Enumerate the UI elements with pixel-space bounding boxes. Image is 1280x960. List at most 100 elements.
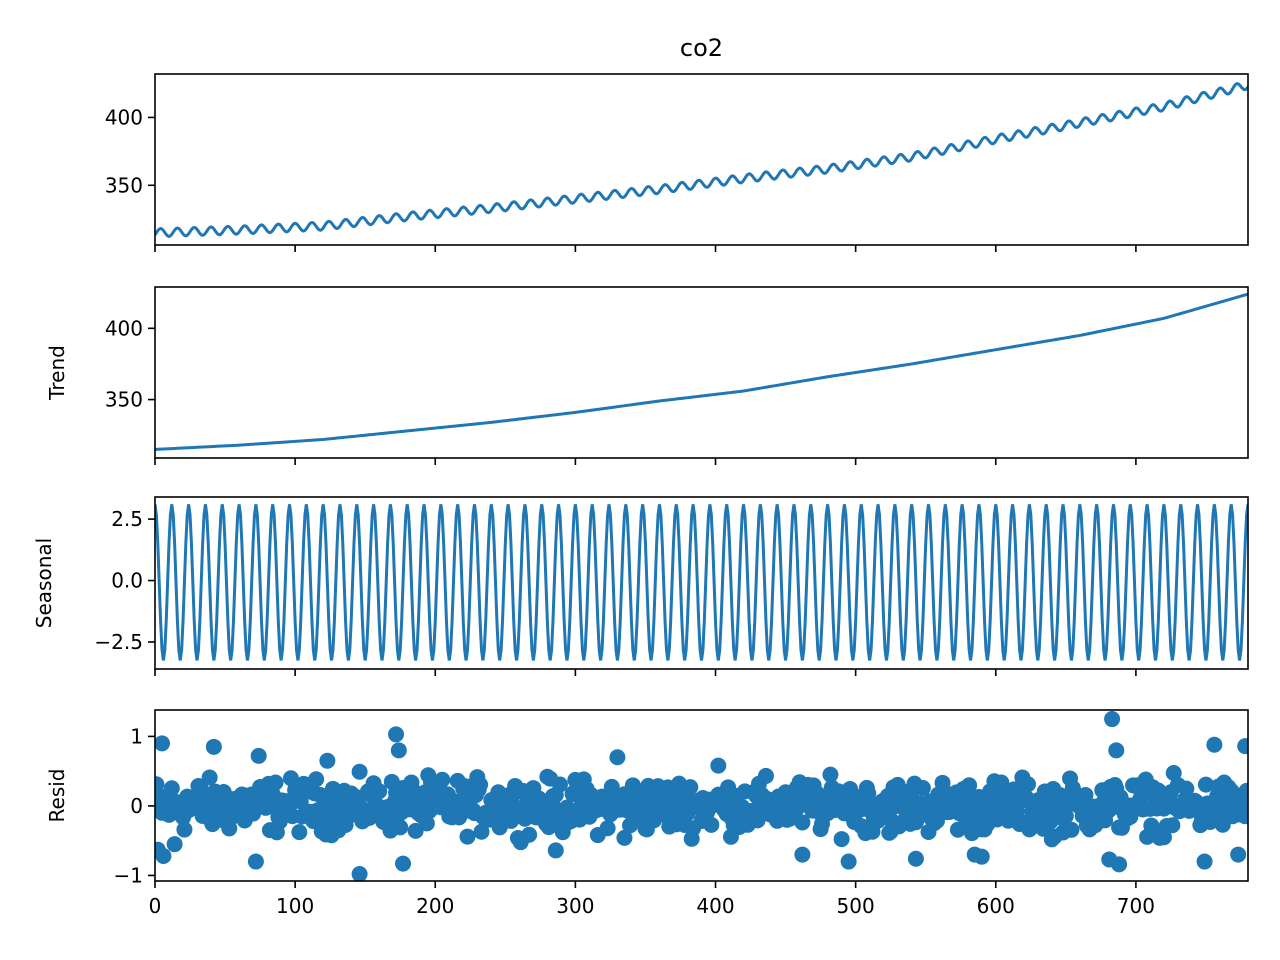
resid-point <box>163 780 180 797</box>
resid-point <box>418 815 435 832</box>
x-tick-label: 700 <box>1117 894 1155 918</box>
y-tick-label: −2.5 <box>94 630 143 654</box>
x-tick-label: 100 <box>276 894 314 918</box>
figure-title: co2 <box>680 34 723 62</box>
y-axis-label-trend: Trend <box>45 345 69 401</box>
resid-point <box>351 763 368 780</box>
resid-point <box>351 866 368 881</box>
resid-point <box>155 841 166 858</box>
series-line-observed <box>155 82 1248 239</box>
resid-point <box>155 735 171 752</box>
axes-frame <box>154 496 1249 670</box>
resid-point <box>794 846 811 863</box>
resid-point <box>319 752 336 769</box>
resid-point <box>547 842 564 859</box>
resid-point <box>473 823 490 840</box>
resid-point <box>1237 808 1248 825</box>
resid-point <box>166 836 183 853</box>
y-tick-label: 400 <box>105 316 143 340</box>
resid-point <box>914 780 931 797</box>
y-tick-label: 0 <box>130 794 143 818</box>
resid-point <box>860 785 877 802</box>
panel-trend: 350 400 Trend <box>45 286 1249 465</box>
y-axis-label-seasonal: Seasonal <box>32 538 56 628</box>
resid-point <box>907 850 924 867</box>
resid-point <box>472 776 489 793</box>
resid-point <box>247 853 264 870</box>
resid-point <box>1206 736 1223 753</box>
resid-point <box>682 779 699 796</box>
resid-point <box>749 812 766 829</box>
resid-point <box>1077 786 1094 803</box>
resid-point <box>395 855 412 872</box>
x-tick-label: 400 <box>696 894 734 918</box>
resid-point <box>1230 846 1247 863</box>
resid-point <box>1063 821 1080 838</box>
resid-point <box>551 776 568 793</box>
x-tick-label: 600 <box>977 894 1015 918</box>
resid-point <box>822 766 839 783</box>
resid-point <box>609 749 626 766</box>
x-tick-label: 200 <box>416 894 454 918</box>
y-tick-label: −1 <box>114 863 143 887</box>
resid-point <box>710 757 727 774</box>
resid-point <box>521 826 538 843</box>
resid-point <box>1043 831 1060 848</box>
y-axis-label-resid: Resid <box>45 769 69 823</box>
resid-point <box>1178 780 1195 797</box>
axes-frame <box>154 286 1249 459</box>
resid-point <box>1238 782 1248 799</box>
resid-point <box>388 726 405 743</box>
resid-point <box>1237 738 1248 755</box>
resid-point <box>616 829 633 846</box>
resid-point <box>833 831 850 848</box>
resid-point <box>757 767 774 784</box>
resid-point <box>840 853 857 870</box>
resid-point <box>1164 817 1181 834</box>
resid-point <box>961 777 978 794</box>
resid-point <box>291 824 308 841</box>
y-tick-label: 350 <box>105 388 143 412</box>
resid-point <box>267 774 284 791</box>
y-tick-label: 400 <box>105 105 143 129</box>
resid-point <box>1197 776 1214 793</box>
resid-point <box>882 823 899 840</box>
y-tick-label: 0.0 <box>111 569 143 593</box>
resid-point <box>1020 776 1036 793</box>
resid-point <box>703 816 720 833</box>
resid-point <box>434 771 451 788</box>
resid-point <box>407 822 424 839</box>
resid-point <box>250 747 267 764</box>
y-tick-label: 1 <box>130 724 143 748</box>
resid-point <box>1240 795 1248 812</box>
y-tick-label: 2.5 <box>111 507 143 531</box>
x-tick-label: 500 <box>837 894 875 918</box>
resid-point <box>308 771 325 788</box>
resid-point <box>1155 829 1172 846</box>
resid-point <box>371 783 388 800</box>
x-tick-label: 300 <box>556 894 594 918</box>
resid-point <box>201 769 218 786</box>
axes-frame <box>154 709 1249 882</box>
resid-point <box>599 820 616 837</box>
panel-seasonal: −2.5 0.0 2.5 Seasonal <box>32 496 1249 676</box>
resid-point <box>390 742 407 759</box>
resid-point <box>459 828 476 845</box>
resid-point <box>973 848 990 865</box>
x-tick-label: 0 <box>149 894 162 918</box>
series-line-seasonal <box>155 504 1248 661</box>
resid-point <box>176 821 193 838</box>
panel-observed: 350 400 <box>105 73 1249 252</box>
resid-point <box>205 738 222 755</box>
y-tick-label: 350 <box>105 173 143 197</box>
axes-frame <box>154 73 1249 246</box>
resid-point <box>1196 853 1213 870</box>
series-line-trend <box>155 292 1248 451</box>
resid-point <box>1108 742 1125 759</box>
resid-point <box>794 814 811 831</box>
resid-point <box>392 819 409 836</box>
resid-point <box>1111 856 1128 873</box>
resid-point <box>1104 711 1121 728</box>
